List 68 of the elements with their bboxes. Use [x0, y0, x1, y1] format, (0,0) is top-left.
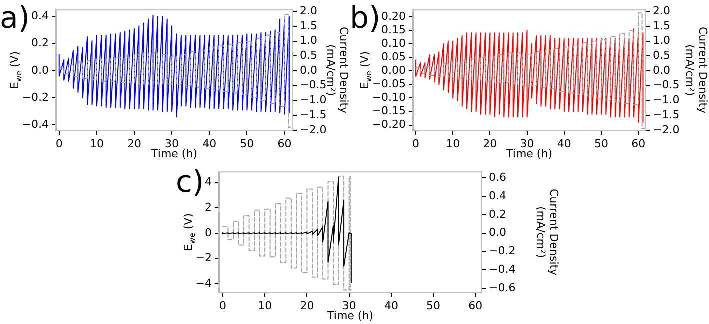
y2-tick-label: −1.5	[653, 108, 680, 122]
x-tick-label: 50	[594, 137, 608, 150]
x-tick-label: 60	[468, 299, 483, 312]
y2-tick-label: 0.6	[489, 171, 506, 184]
y-tick-label: 0.15	[382, 23, 406, 36]
y2-tick-label: 0.4	[489, 189, 506, 202]
y2-tick-label: −2.0	[300, 123, 327, 136]
y2-tick-label: −0.4	[489, 262, 516, 276]
y-tick-label: −2	[196, 252, 212, 265]
y2-tick-label: 0.5	[300, 49, 318, 62]
x-tick-label: 50	[426, 299, 441, 312]
line-series	[415, 12, 646, 130]
text: b)	[350, 1, 381, 36]
y2-tick-label: 0.0	[489, 226, 506, 240]
y-tick-label: −0.10	[372, 91, 406, 104]
x-tick-label: 10	[90, 137, 104, 150]
y-tick-label: −0.05	[372, 78, 406, 91]
y-tick-label: −0.15	[372, 104, 406, 118]
y2-axis-title: Current Density (mA/cm²)	[534, 188, 561, 276]
y2-tick-label: 1.0	[653, 34, 670, 48]
y-tick-label: 0	[205, 226, 212, 240]
y-tick-label: 4	[205, 176, 212, 189]
y2-axis-title: Current Density (mA/cm²)	[683, 26, 709, 114]
y-tick-label: −0.2	[22, 90, 49, 104]
x-tick-label: 40	[384, 299, 398, 312]
y2-tick-label: 0.5	[653, 49, 670, 62]
x-tick-label: 20	[300, 299, 314, 312]
y2-tick-label: 2.0	[653, 4, 670, 18]
y2-tick-label: 1.5	[300, 19, 318, 32]
x-tick-label: 0	[412, 137, 420, 150]
y-tick-label: 0.0	[32, 64, 49, 77]
y2-tick-label: −2.0	[653, 123, 680, 136]
y-tick-label: 0.05	[382, 50, 406, 64]
x-tick-label: 50	[240, 137, 254, 150]
y2-tick-label: −0.2	[489, 244, 516, 258]
y2-tick-label: −0.5	[653, 78, 680, 92]
y-tick-label: 0.20	[382, 10, 406, 23]
x-tick-label: 0	[56, 137, 63, 150]
y2-tick-label: 0.0	[653, 64, 670, 77]
x-tick-label: 10	[446, 137, 460, 150]
y2-tick-label: −0.6	[489, 281, 516, 294]
y-tick-label: 2	[205, 200, 212, 214]
y-tick-label: 0.4	[32, 10, 49, 23]
y2-tick-label: −1.0	[300, 94, 327, 107]
x-tick-label: 60	[632, 137, 646, 150]
x-tick-label: 60	[278, 137, 292, 150]
x-tick-label: 40	[202, 137, 217, 150]
x-tick-label: 20	[128, 137, 142, 150]
y-tick-label: −0.20	[372, 118, 406, 132]
y2-tick-label: 0.0	[300, 64, 318, 77]
x-tick-label: 20	[483, 137, 498, 150]
y2-tick-label: 1.0	[300, 34, 318, 48]
y2-tick-label: 1.5	[653, 19, 670, 32]
y2-tick-label: −1.5	[300, 108, 327, 122]
y2-tick-label: 2.0	[300, 4, 318, 18]
text: c)	[176, 165, 204, 200]
y2-tick-label: −1.0	[653, 94, 680, 107]
text: a)	[0, 1, 30, 36]
y-tick-label: 0.00	[382, 64, 406, 77]
y-tick-label: 0.10	[382, 36, 406, 50]
x-tick-label: 40	[557, 137, 572, 150]
x-tick-label: 0	[219, 299, 226, 312]
y-tick-label: −0.4	[22, 118, 49, 132]
y-tick-label: 0.2	[32, 36, 49, 50]
y2-tick-label: −0.5	[300, 78, 327, 92]
x-tick-label: 10	[258, 299, 272, 312]
y-tick-label: −4	[196, 277, 212, 290]
y2-tick-label: 0.2	[489, 208, 506, 221]
